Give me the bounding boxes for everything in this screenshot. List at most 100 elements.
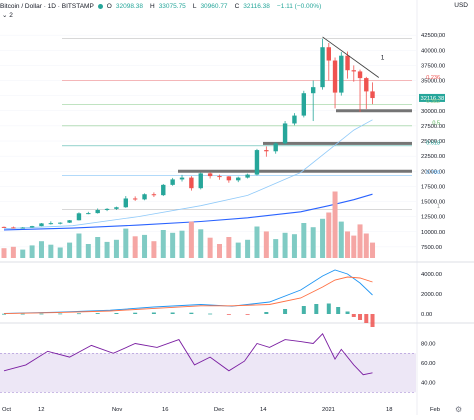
candle-body: [339, 55, 344, 93]
candle: [332, 57, 338, 109]
macd-histogram-bar: [226, 314, 231, 315]
candle-body: [326, 47, 331, 61]
macd-histogram-bar: [2, 313, 6, 315]
macd-histogram-bar: [76, 313, 81, 315]
macd-histogram-bar: [245, 314, 250, 315]
time-tick-label: 14: [260, 407, 267, 413]
currency-label[interactable]: USD: [454, 2, 468, 9]
price-tick-label: 15000.00: [421, 200, 445, 206]
price-tick-label: 17500.00: [421, 184, 445, 190]
candle: [282, 121, 288, 145]
volume-bar: [291, 234, 297, 258]
volume-bar: [113, 239, 119, 258]
macd-histogram-bar: [20, 313, 25, 315]
volume-bar: [67, 242, 73, 258]
volume-bar: [160, 230, 166, 258]
close-label: C: [234, 2, 240, 10]
macd-histogram-bar: [114, 313, 119, 314]
candle-body: [370, 91, 375, 99]
low-value: 30960.77: [200, 2, 228, 10]
candle: [301, 90, 307, 118]
candle-body: [189, 177, 194, 189]
volume-bar: [207, 237, 213, 258]
candle: [207, 172, 213, 179]
volume-bar: [254, 226, 260, 258]
macd-line: [3, 269, 373, 314]
symbol-title[interactable]: Bitcoin / Dollar · 1D · BITSTAMP: [0, 2, 94, 10]
rsi-tick-label: 80.00: [421, 342, 436, 348]
candle-body: [161, 184, 166, 196]
indicator-toggle[interactable]: ⌄ 2: [2, 11, 13, 19]
fib-level-label: 0.618: [426, 140, 440, 146]
candle-body: [142, 194, 147, 200]
candle: [76, 212, 82, 221]
candle: [179, 174, 185, 182]
candle-body: [236, 177, 241, 181]
macd-histogram-bar: [95, 313, 100, 314]
candle-body: [207, 173, 213, 177]
time-tick-label: 12: [38, 407, 44, 413]
candle-body: [351, 70, 356, 72]
volume-bar: [95, 237, 101, 258]
candle-body: [332, 60, 338, 93]
fib-level-label: 0.382: [426, 99, 440, 105]
chart-header: Bitcoin / Dollar · 1D · BITSTAMP O 32098.…: [0, 0, 324, 12]
macd-histogram-bar: [283, 309, 288, 314]
candle-body: [67, 220, 72, 223]
price-tick-label: 10000.00: [421, 230, 445, 236]
volume-bar: [48, 244, 54, 258]
price-tick-label: 22500.00: [421, 154, 445, 160]
time-tick-label: 16: [162, 407, 168, 413]
candle: [11, 226, 16, 229]
candle: [254, 148, 260, 176]
price-tick-label: 25000.00: [421, 139, 445, 145]
support-zone: [178, 169, 412, 173]
macd-histogram-bar: [314, 304, 319, 314]
time-tick-label: Nov: [112, 407, 122, 413]
price-tick-label: 42500.00: [421, 33, 445, 39]
candle-body: [39, 223, 44, 227]
macd-histogram-bar: [364, 314, 369, 323]
rsi-tick-label: 60.00: [421, 361, 436, 367]
last-price-value: 32116.38: [421, 96, 445, 102]
candle: [326, 42, 331, 81]
fib-level-label: 1: [437, 204, 440, 210]
volume-bar: [345, 231, 351, 258]
candle: [48, 221, 54, 225]
candle-body: [301, 93, 307, 116]
ma-fast-line: [3, 119, 373, 230]
candle-body: [95, 209, 100, 214]
gear-icon[interactable]: ⚙: [455, 405, 462, 414]
candle-body: [292, 115, 297, 124]
macd-histogram-bar: [133, 312, 138, 314]
price-tick-label: 30000.00: [421, 109, 445, 115]
candle: [67, 219, 72, 223]
time-tick-label: Oct: [2, 407, 11, 413]
candle-body: [264, 150, 269, 152]
fib-level-label: 0.236: [426, 75, 440, 81]
volume-bar: [310, 227, 316, 258]
volume-bar: [142, 234, 148, 258]
candle: [226, 176, 232, 183]
macd-histogram-bar: [336, 307, 341, 314]
candle-body: [226, 176, 232, 181]
volume-bar: [332, 191, 338, 258]
volume-bar: [188, 221, 194, 258]
macd-histogram-bar: [151, 312, 156, 314]
candle-body: [114, 207, 119, 209]
volume-bar: [1, 248, 7, 258]
candle-body: [132, 198, 138, 200]
high-label: H: [149, 2, 155, 10]
candle: [345, 51, 350, 79]
time-tick-label: 18: [386, 407, 392, 413]
candle: [132, 196, 138, 201]
candle: [351, 65, 356, 82]
candle: [170, 177, 175, 186]
candle-body: [198, 173, 203, 189]
price-tick-label: 20000.00: [421, 169, 445, 175]
candle-body: [179, 177, 185, 180]
volume-bar: [179, 230, 185, 258]
